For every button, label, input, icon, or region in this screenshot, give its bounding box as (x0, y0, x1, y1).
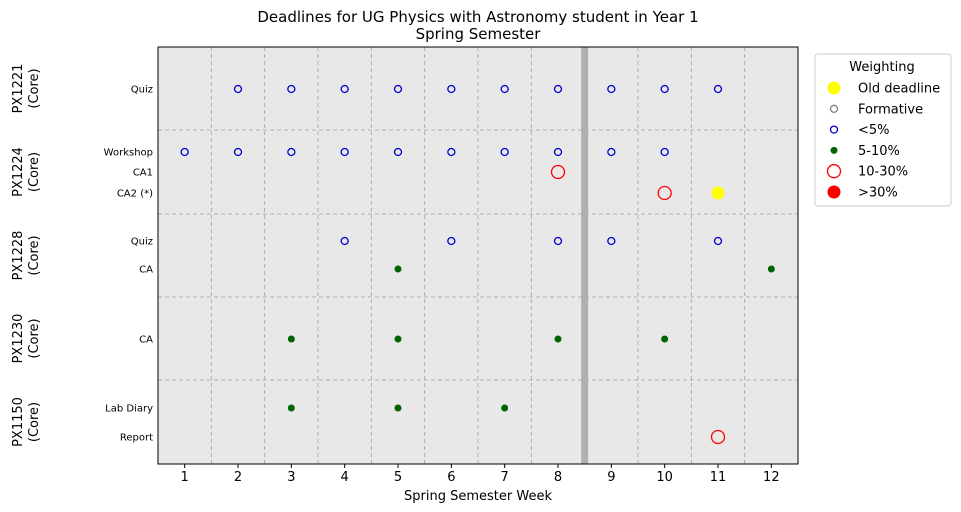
legend-label: <5% (858, 123, 890, 138)
deadline-point (607, 147, 616, 157)
deadline-point (657, 185, 672, 201)
x-tick-label: 9 (607, 470, 615, 485)
deadline-point (554, 335, 562, 343)
deadline-point (553, 147, 563, 157)
legend-title: Weighting (849, 60, 914, 75)
row-label: Report (120, 433, 153, 444)
deadline-point (447, 147, 456, 157)
deadline-point (447, 236, 456, 246)
deadline-point (713, 236, 723, 246)
break-marker (581, 47, 589, 464)
deadline-point (393, 84, 403, 94)
legend-marker (827, 81, 841, 95)
deadline-point (553, 84, 563, 94)
row-label: CA2 (*) (117, 189, 153, 200)
legend-label: Formative (858, 102, 923, 117)
group-label: PX1150(Core) (11, 397, 42, 447)
x-tick-label: 10 (656, 470, 673, 485)
x-tick-label: 1 (181, 470, 189, 485)
deadline-point (287, 84, 296, 94)
deadline-point (607, 84, 616, 94)
deadline-point (501, 404, 509, 412)
deadline-point (553, 236, 563, 246)
group-label: PX1230(Core) (11, 314, 42, 364)
reading-week-marker (581, 47, 589, 464)
deadline-point (287, 404, 295, 412)
deadline-point (447, 84, 456, 94)
legend-label: Old deadline (858, 82, 940, 97)
deadline-point (394, 335, 402, 343)
deadline-point (287, 335, 295, 343)
deadline-point (180, 147, 189, 157)
x-tick-label: 2 (234, 470, 242, 485)
deadline-point (767, 265, 775, 273)
legend-marker (827, 185, 841, 199)
legend-marker (829, 125, 839, 134)
deadline-point (710, 429, 726, 445)
deadline-point (607, 236, 616, 246)
chart-subtitle: Spring Semester (416, 25, 542, 43)
legend-label: 5-10% (858, 144, 900, 159)
deadline-point (661, 335, 669, 343)
legend-box (814, 53, 952, 207)
row-label: Lab Diary (105, 404, 153, 415)
x-tick-label: 8 (554, 470, 562, 485)
legend-entries: Old deadline Formative <5% 5-10% 10-30% >30% (826, 81, 940, 201)
group-label: PX1224(Core) (11, 147, 42, 197)
row-labels: Quiz Workshop CA1 CA2 (*) Quiz CA CA Lab Diary R… (104, 85, 153, 444)
deadline-point (660, 84, 669, 94)
deadline-point (711, 186, 725, 200)
deadline-point (550, 164, 566, 180)
deadline-point (340, 236, 349, 246)
legend-marker (826, 164, 842, 179)
x-axis-ticks: 1 2 3 4 5 6 7 8 9 10 11 12 (181, 464, 780, 485)
deadline-point (287, 147, 296, 157)
row-label: Quiz (131, 237, 153, 248)
deadline-point (394, 404, 402, 412)
grid-lines (158, 47, 798, 464)
deadline-point (394, 265, 402, 273)
x-tick-label: 3 (287, 470, 295, 485)
x-tick-label: 5 (394, 470, 402, 485)
legend-marker (830, 146, 838, 154)
row-label: CA1 (133, 168, 153, 179)
chart-title: Deadlines for UG Physics with Astronomy … (257, 8, 698, 26)
row-label: CA (139, 265, 153, 276)
legend-label: 10-30% (858, 165, 908, 180)
deadline-point (500, 84, 509, 94)
deadline-point (233, 147, 243, 157)
x-tick-label: 4 (341, 470, 349, 485)
deadline-point (233, 84, 243, 94)
x-tick-label: 11 (710, 470, 727, 485)
x-tick-label: 12 (763, 470, 780, 485)
legend: Weighting Old deadline Formative <5% 5-10% 1… (814, 53, 952, 207)
x-axis-label: Spring Semester Week (404, 489, 552, 504)
x-tick-label: 7 (501, 470, 509, 485)
row-label: Workshop (104, 148, 153, 159)
row-label: CA (139, 335, 153, 346)
deadline-point (713, 84, 723, 94)
row-label: Quiz (131, 85, 153, 96)
deadline-point (660, 147, 669, 157)
deadline-point (340, 147, 349, 157)
x-tick-label: 6 (447, 470, 455, 485)
deadline-point (340, 84, 349, 94)
legend-label: >30% (858, 186, 898, 201)
data-points (180, 84, 775, 445)
group-label: PX1221(Core) (11, 64, 42, 114)
plot-area (158, 47, 798, 464)
legend-marker (829, 104, 839, 113)
plot-frame (157, 46, 799, 465)
deadline-point (393, 147, 403, 157)
deadline-point (500, 147, 509, 157)
group-labels: PX1221(Core) PX1224(Core) PX1228(Core) PX12… (11, 64, 42, 447)
group-label: PX1228(Core) (11, 231, 42, 281)
